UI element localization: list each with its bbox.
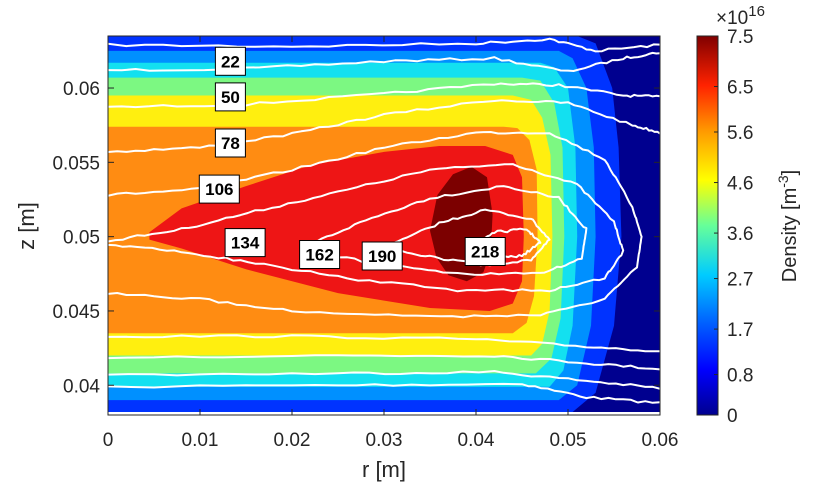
x-tick-label: 0.06: [642, 430, 679, 451]
contour-label-box: [299, 240, 341, 269]
x-tick-label: 0.01: [182, 430, 219, 451]
contour-line-0: [108, 37, 660, 53]
colorbar-tick-label: 2.7: [727, 270, 753, 291]
contour-line-8: [108, 131, 643, 319]
colorbar-gradient: [696, 35, 719, 416]
contour-label: 78: [221, 134, 240, 153]
contour-label: 218: [471, 243, 499, 262]
colorbar-tick-label: 0.8: [727, 366, 753, 387]
contour-label-box: [214, 128, 246, 158]
colorbar-tick-label: 6.5: [727, 78, 753, 99]
colorbar: 0 0.8 1.7 2.7 3.6 4.6 5.6 6.5 7.5×1016 Density [m…: [696, 3, 801, 427]
contour-line-1: [108, 382, 660, 404]
contour-line-7: [108, 334, 660, 353]
x-tick-label: 0.03: [366, 430, 403, 451]
contour-line-9: [108, 163, 625, 293]
contour-label-box: [464, 237, 506, 266]
colorbar-tick-label: 0: [727, 406, 738, 427]
plot-axes: 0 0.01 0.02 0.03 0.04 0.05 0.06 0.04 0.045 0.05 0.…: [52, 35, 679, 451]
contour-label: 106: [205, 180, 233, 199]
y-tick-label: 0.05: [63, 228, 100, 249]
x-tick-label: 0: [103, 430, 114, 451]
colorbar-tick-label: 4.6: [727, 174, 753, 195]
contour-label-box: [214, 46, 246, 76]
contour-line-3: [108, 370, 660, 390]
y-axis-label: z [m]: [14, 202, 39, 250]
x-tick-label: 0.05: [550, 430, 587, 451]
colorbar-label-superscript: -3: [775, 175, 791, 188]
y-tick-label: 0.055: [52, 153, 100, 174]
colorbar-tick-label: 3.6: [727, 224, 753, 245]
colorbar-multiplier-base: ×10: [716, 8, 748, 29]
contour-line-4: [108, 82, 660, 109]
colorbar-multiplier-exponent: 16: [748, 3, 765, 20]
y-tick-label: 0.04: [63, 376, 100, 397]
x-axis-label: r [m]: [362, 457, 406, 482]
contour-line-10: [310, 185, 588, 276]
x-tick-label: 0.02: [274, 430, 311, 451]
contour-labels: 22 50 78 106 134 162 190 218: [198, 46, 506, 271]
colorbar-tick-label: 1.7: [727, 320, 753, 341]
y-tick-label: 0.045: [52, 302, 100, 323]
contour-label: 162: [305, 246, 333, 265]
colorbar-tick-label: 5.6: [727, 123, 753, 144]
x-tick-label: 0.04: [458, 430, 495, 451]
colorbar-tick-label: 7.5: [727, 27, 753, 48]
colorbar-label-main: Density [m: [779, 188, 801, 282]
contour-label-box: [361, 241, 403, 271]
contour-label-box: [214, 82, 246, 112]
y-tick-label: 0.06: [63, 79, 100, 100]
contour-label-box: [198, 174, 240, 204]
contour-label: 50: [221, 88, 240, 107]
contour-label: 22: [221, 52, 240, 71]
colorbar-label-suffix: ]: [779, 170, 801, 176]
contour-label: 134: [231, 234, 260, 253]
contour-line-11: [392, 208, 551, 267]
contour-line-5: [108, 354, 660, 371]
contour-label: 190: [368, 247, 396, 266]
contour-line-2: [108, 51, 660, 72]
colorbar-label: Density [m-3]: [775, 170, 801, 282]
contour-label-box: [224, 228, 266, 258]
contour-lines: [108, 37, 660, 404]
colorbar-multiplier: ×1016: [716, 3, 765, 29]
